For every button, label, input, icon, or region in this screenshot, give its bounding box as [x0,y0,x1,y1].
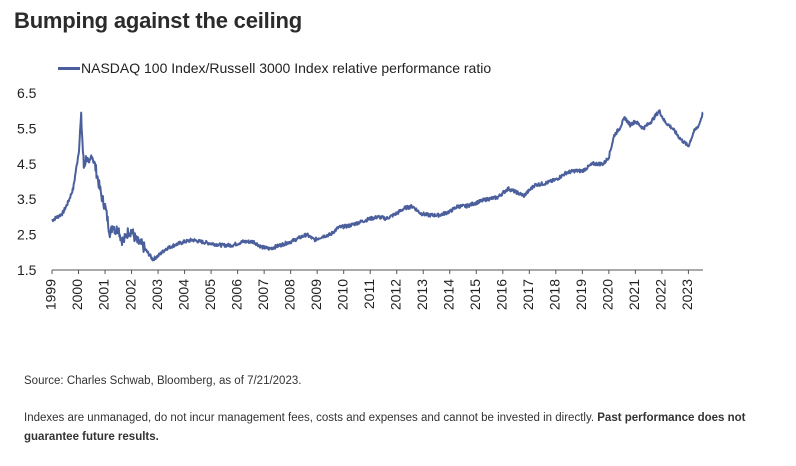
x-tick-label: 2013 [414,279,430,310]
x-tick-label: 2022 [653,279,669,310]
x-tick-label: 2015 [467,279,483,310]
x-tick-label: 2000 [69,279,85,310]
legend: NASDAQ 100 Index/Russell 3000 Index rela… [58,60,491,76]
y-tick-label: 6.5 [17,85,37,101]
x-tick-label: 2014 [440,279,456,310]
x-tick-label: 2003 [149,279,165,310]
x-tick-label: 2001 [96,279,112,310]
x-tick-label: 2002 [122,279,138,310]
x-axis-ticks: 1999 2000 2001 2002 2003 2004 2005 2006 2007 2008… [43,270,695,310]
disclaimer-bold-text: Past performance does not guarantee futu… [24,412,746,443]
y-tick-label: 4.5 [17,156,37,172]
x-tick-label: 2006 [228,279,244,310]
y-tick-label: 5.5 [17,120,37,136]
x-tick-label: 2008 [281,279,297,310]
legend-label: NASDAQ 100 Index/Russell 3000 Index rela… [81,60,492,76]
chart-title: Bumping against the ceiling [14,8,302,33]
x-tick-label: 2007 [255,279,271,310]
y-tick-label: 2.5 [17,227,37,243]
legend-swatch-line [58,66,80,70]
disclaimer-note: Indexes are unmanaged, do not incur mana… [24,409,784,447]
x-tick-label: 2016 [493,279,509,310]
x-tick-label: 2019 [573,279,589,310]
series-group [51,109,704,262]
series-line [51,109,704,262]
x-tick-label: 2004 [175,279,191,310]
x-tick-label: 2017 [520,279,536,310]
x-tick-label: 2010 [334,279,350,310]
x-tick-label: 1999 [43,279,59,310]
x-tick-label: 2021 [626,279,642,310]
disclaimer-text: Indexes are unmanaged, do not incur mana… [24,412,595,424]
y-axis-ticks: 6.5 5.5 4.5 3.5 2.5 1.5 [17,85,37,278]
x-tick-label: 2012 [387,279,403,310]
source-note: Source: Charles Schwab, Bloomberg, as of… [24,375,302,387]
y-tick-label: 3.5 [17,191,37,207]
x-tick-label: 2005 [202,279,218,310]
line-chart: 6.5 5.5 4.5 3.5 2.5 1.5 1999 2000 2001 2002 2003 2… [17,85,704,310]
x-tick-label: 2011 [361,279,377,309]
x-tick-label: 2023 [679,279,695,310]
x-tick-label: 2018 [547,279,563,310]
x-tick-label: 2020 [600,279,616,310]
x-tick-label: 2009 [308,279,324,310]
y-tick-label: 1.5 [17,262,37,278]
